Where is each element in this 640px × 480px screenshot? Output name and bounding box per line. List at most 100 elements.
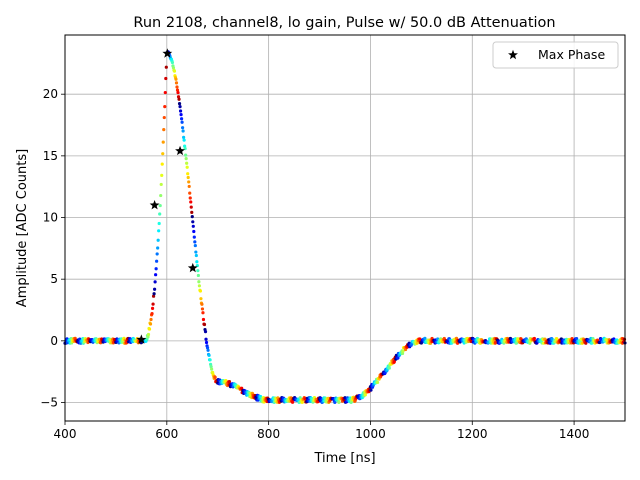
data-point [158,203,162,208]
data-point [179,117,184,121]
data-point [183,144,187,148]
data-point [192,229,196,234]
data-point [200,307,205,311]
data-point [184,157,188,161]
data-point [494,340,498,344]
data-point [185,165,189,169]
data-point [181,129,185,133]
data-point [177,102,182,106]
data-point [184,153,188,157]
data-point [163,105,167,109]
data-point [197,280,201,284]
data-point [193,243,197,248]
data-point [196,273,200,278]
plot-frame [64,34,626,422]
data-point [622,337,627,341]
data-point [369,388,373,392]
data-point [162,115,166,120]
data-point [204,337,208,341]
data-point [187,184,191,189]
y-tick-label: 5 [50,272,58,286]
grid [64,35,625,421]
data-point [196,269,200,273]
data-point [375,380,380,385]
data-point [160,162,164,166]
legend: Max Phase [492,41,619,69]
data-point [187,180,191,184]
y-axis-label: Amplitude [ADC Counts] [15,149,30,307]
data-point [150,306,155,310]
data-point [161,152,165,156]
data-point [209,365,213,369]
data-point [153,280,157,284]
data-point [194,253,198,258]
data-point [401,349,405,353]
data-point [403,347,408,352]
data-point [156,246,160,250]
data-point [207,353,211,357]
data-point [179,113,183,117]
x-axis-label: Time [ns] [313,451,375,466]
max-phase-marker [149,199,160,210]
data-point [201,311,205,315]
data-point [200,302,204,306]
x-tick-label: 600 [155,427,178,441]
data-point [224,379,228,383]
data-point [163,90,167,95]
data-point [172,69,177,73]
data-point [176,91,180,95]
data-point [155,252,159,256]
axis-ticks: 400 600 800 1000 1200 1400 −5 0 5 10 15 20 [40,87,589,441]
data-point [176,95,181,99]
data-point [555,337,559,341]
data-point [199,297,203,301]
data-point [363,393,367,397]
data-point [208,358,212,362]
max-phase-markers [136,48,198,344]
data-point [205,346,210,350]
data-point [158,212,162,216]
data-point [154,273,158,277]
max-phase-marker [187,262,198,273]
data-point [206,348,210,352]
data-point [532,336,536,341]
y-tick-label: 20 [43,87,58,101]
data-point [190,215,194,219]
data-point [149,317,153,322]
data-point [185,161,189,165]
data-point [204,340,209,345]
data-point [197,284,201,288]
legend-box [492,41,619,69]
data-point [333,400,337,405]
x-tick-label: 800 [257,427,280,441]
x-tick-label: 400 [54,427,77,441]
data-point [178,105,182,109]
data-point [162,128,166,132]
legend-star-icon [508,49,518,60]
data-point [192,235,196,239]
data-point [153,287,157,291]
data-point [175,88,180,92]
data-point [188,196,192,200]
y-tick-label: 10 [43,211,58,225]
data-point [174,81,179,85]
y-tick-label: −5 [40,396,58,410]
data-point [418,337,422,341]
data-point [178,109,183,113]
data-point [290,400,295,404]
data-point [146,335,150,339]
data-point [182,135,186,139]
data-point [150,312,154,316]
data-point [170,60,175,65]
data-point [227,379,232,384]
data-point [174,77,178,81]
data-point [188,191,192,195]
data-point [189,200,193,204]
data-point [147,327,152,331]
max-phase-marker [162,48,173,58]
data-point [186,172,190,176]
data-point [152,292,156,296]
data-point [575,336,579,341]
